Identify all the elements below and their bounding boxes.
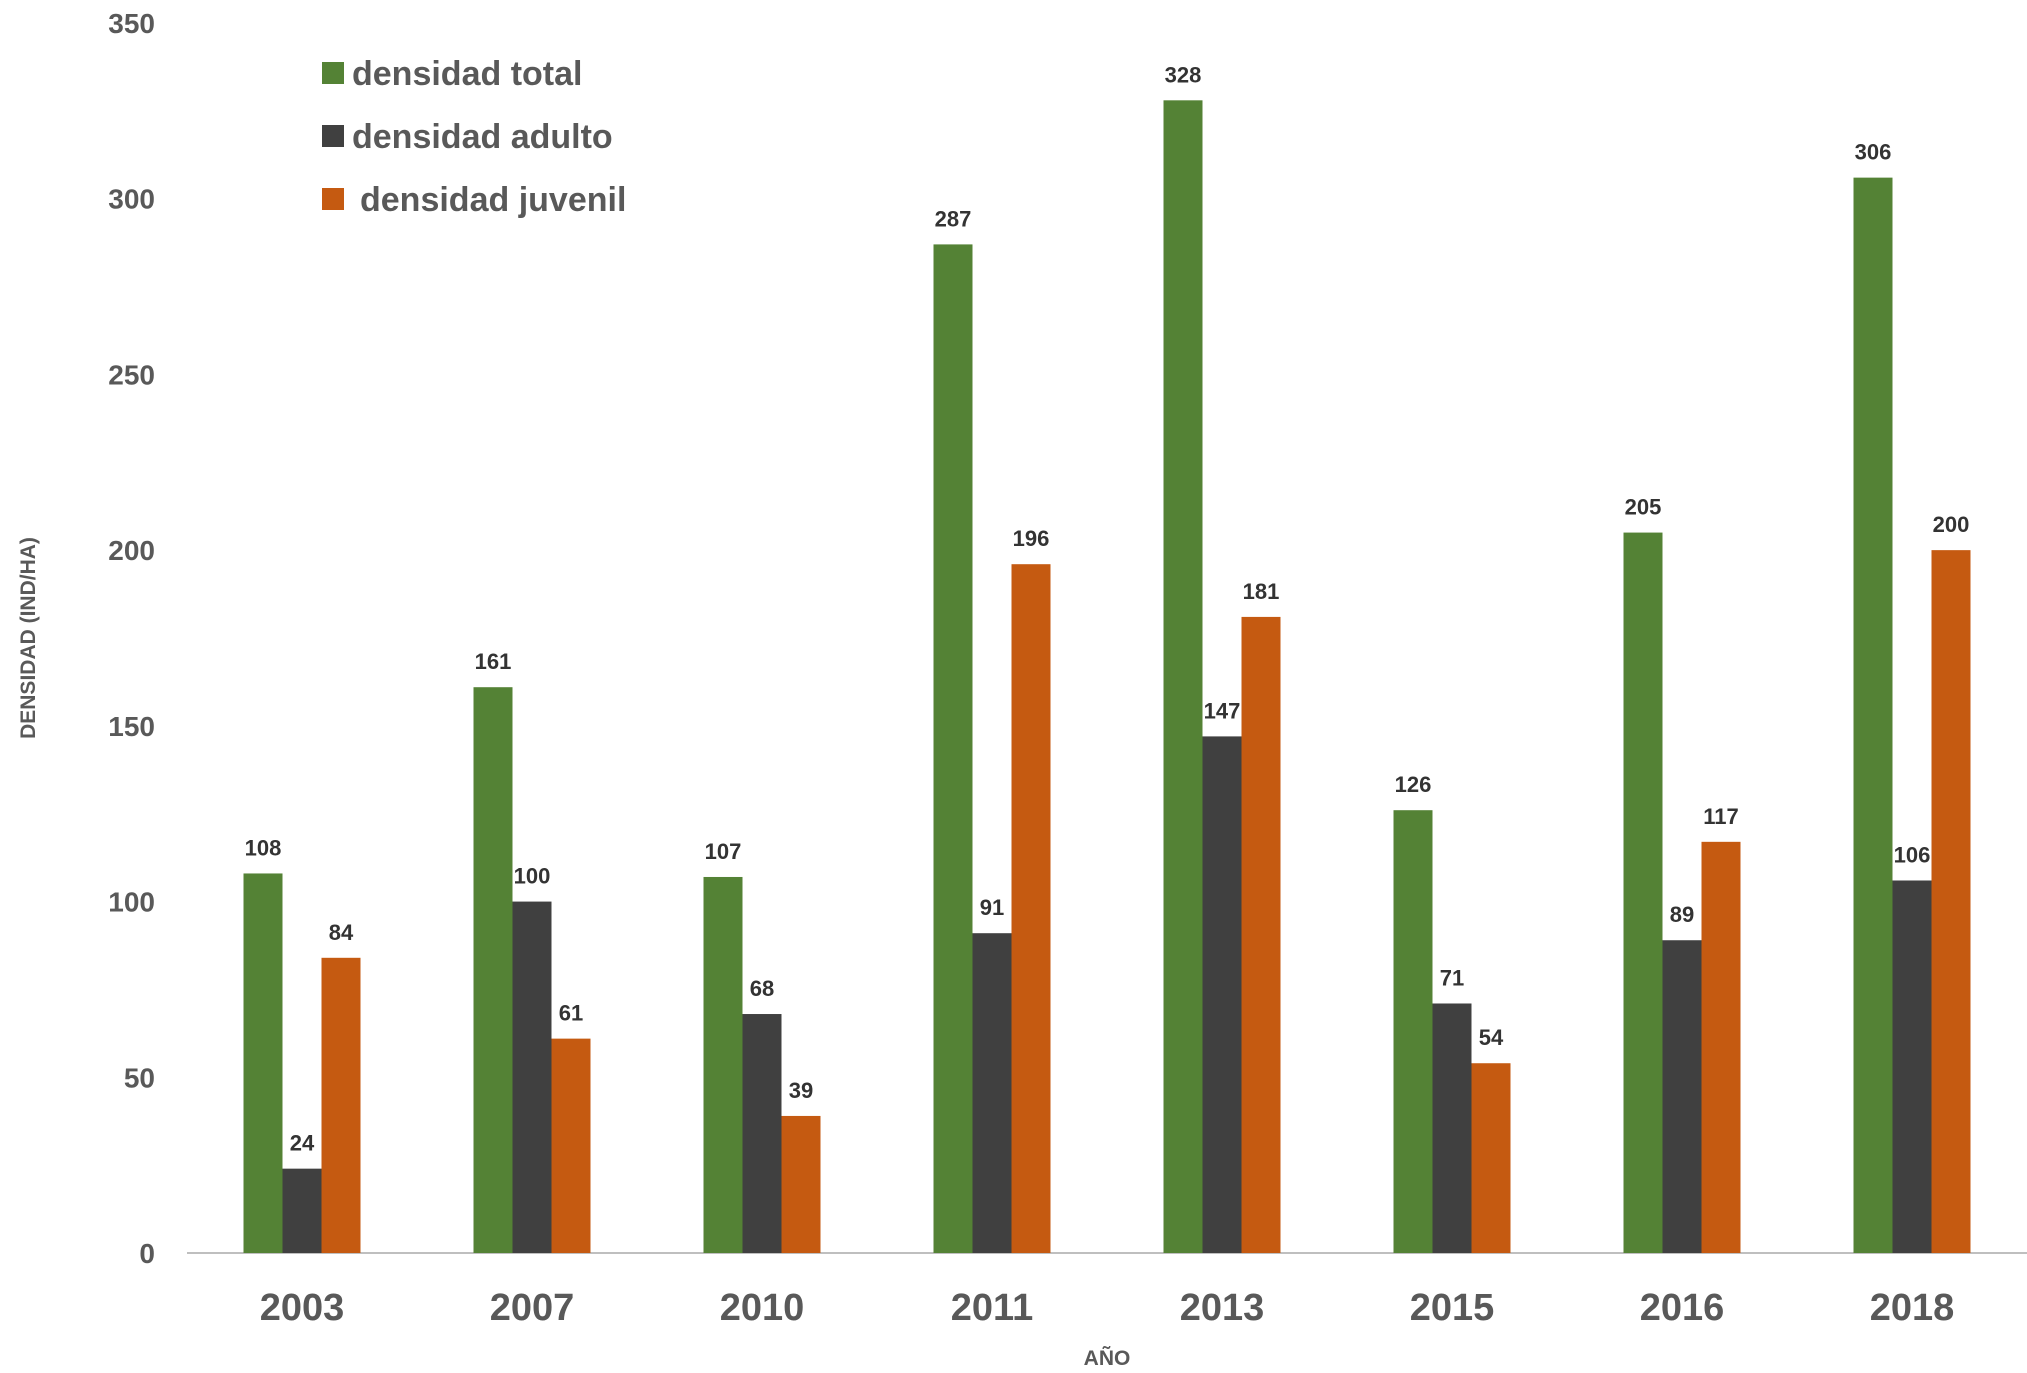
data-label: 196 xyxy=(1013,526,1050,551)
bar-densidad-juvenil-2010 xyxy=(781,1115,821,1253)
bar-densidad-adulto-2016 xyxy=(1662,940,1702,1253)
x-tick-label: 2013 xyxy=(1180,1287,1265,1329)
data-label: 61 xyxy=(559,1001,583,1026)
legend-label: densidad juvenil xyxy=(360,181,626,219)
data-label: 108 xyxy=(245,835,282,860)
data-label: 200 xyxy=(1933,512,1970,537)
y-tick-label: 300 xyxy=(108,184,155,215)
y-tick-label: 350 xyxy=(108,8,155,39)
bar-densidad-adulto-2011 xyxy=(972,933,1012,1253)
bar-densidad-total-2011 xyxy=(933,244,973,1253)
x-axis-title: AÑO xyxy=(1084,1347,1131,1370)
data-label: 205 xyxy=(1625,495,1662,520)
data-label: 287 xyxy=(935,206,972,231)
x-tick-label: 2011 xyxy=(951,1287,1033,1329)
bar-densidad-juvenil-2007 xyxy=(551,1038,591,1253)
x-axis-categories: 2003 2007 2010 2011 2013 2015 2016 2018 xyxy=(260,1287,1955,1329)
y-tick-label: 0 xyxy=(139,1238,155,1269)
x-tick-label: 2018 xyxy=(1870,1287,1955,1329)
bar-densidad-adulto-2010 xyxy=(742,1014,782,1253)
x-tick-label: 2010 xyxy=(720,1287,805,1329)
bar-densidad-juvenil-2016 xyxy=(1701,841,1741,1253)
y-axis-title: DENSIDAD (IND/HA) xyxy=(17,537,40,739)
data-label: 107 xyxy=(705,839,742,864)
y-tick-label: 150 xyxy=(108,711,155,742)
data-label: 117 xyxy=(1703,804,1739,829)
data-label: 126 xyxy=(1395,772,1432,797)
y-tick-label: 50 xyxy=(124,1062,155,1093)
data-label: 106 xyxy=(1894,842,1931,867)
bar-densidad-total-2013 xyxy=(1163,100,1203,1253)
bar-densidad-juvenil-2015 xyxy=(1471,1063,1511,1253)
bar-densidad-adulto-2013 xyxy=(1202,736,1242,1253)
data-label: 306 xyxy=(1855,140,1892,165)
bar-densidad-total-2016 xyxy=(1623,532,1663,1253)
data-label: 71 xyxy=(1440,965,1464,990)
x-tick-label: 2003 xyxy=(260,1287,345,1329)
data-label: 84 xyxy=(329,920,354,945)
bar-densidad-juvenil-2013 xyxy=(1241,616,1281,1253)
bar-densidad-total-2007 xyxy=(473,687,513,1253)
bar-densidad-adulto-2007 xyxy=(512,901,552,1253)
x-tick-label: 2015 xyxy=(1410,1287,1495,1329)
bar-densidad-juvenil-2018 xyxy=(1931,550,1971,1253)
y-tick-label: 100 xyxy=(108,887,155,918)
x-tick-label: 2016 xyxy=(1640,1287,1725,1329)
data-label: 68 xyxy=(750,976,774,1001)
legend-swatch xyxy=(322,62,344,84)
data-label: 181 xyxy=(1243,579,1280,604)
data-label: 54 xyxy=(1479,1025,1504,1050)
data-label: 39 xyxy=(789,1078,813,1103)
legend: densidad total densidad adulto densidad ju… xyxy=(322,55,626,219)
legend-swatch xyxy=(322,188,344,210)
bar-densidad-total-2003 xyxy=(243,873,283,1253)
bar-densidad-juvenil-2011 xyxy=(1011,564,1051,1253)
legend-label: densidad total xyxy=(352,55,582,93)
data-labels: 108 24 84 161 100 61 107 68 39 287 91 196 328 147 181 1… xyxy=(245,62,1970,1155)
bar-densidad-total-2010 xyxy=(703,876,743,1253)
bar-densidad-adulto-2015 xyxy=(1432,1003,1472,1253)
y-axis-ticks: 0 50 100 150 200 250 300 350 xyxy=(108,8,155,1269)
bars xyxy=(243,100,1971,1254)
y-tick-label: 250 xyxy=(108,359,155,390)
data-label: 89 xyxy=(1670,902,1694,927)
y-tick-label: 200 xyxy=(108,535,155,566)
bar-densidad-juvenil-2003 xyxy=(321,957,361,1253)
bar-densidad-total-2015 xyxy=(1393,810,1433,1253)
data-label: 147 xyxy=(1204,698,1241,723)
legend-label: densidad adulto xyxy=(352,118,613,156)
x-tick-label: 2007 xyxy=(490,1287,575,1329)
data-label: 91 xyxy=(980,895,1004,920)
bar-densidad-adulto-2018 xyxy=(1892,880,1932,1253)
data-label: 24 xyxy=(290,1131,315,1156)
bar-densidad-total-2018 xyxy=(1853,177,1893,1254)
data-label: 100 xyxy=(514,864,551,889)
data-label: 161 xyxy=(475,649,512,674)
data-label: 328 xyxy=(1165,62,1202,87)
bar-densidad-adulto-2003 xyxy=(282,1168,322,1253)
legend-swatch xyxy=(322,125,344,147)
